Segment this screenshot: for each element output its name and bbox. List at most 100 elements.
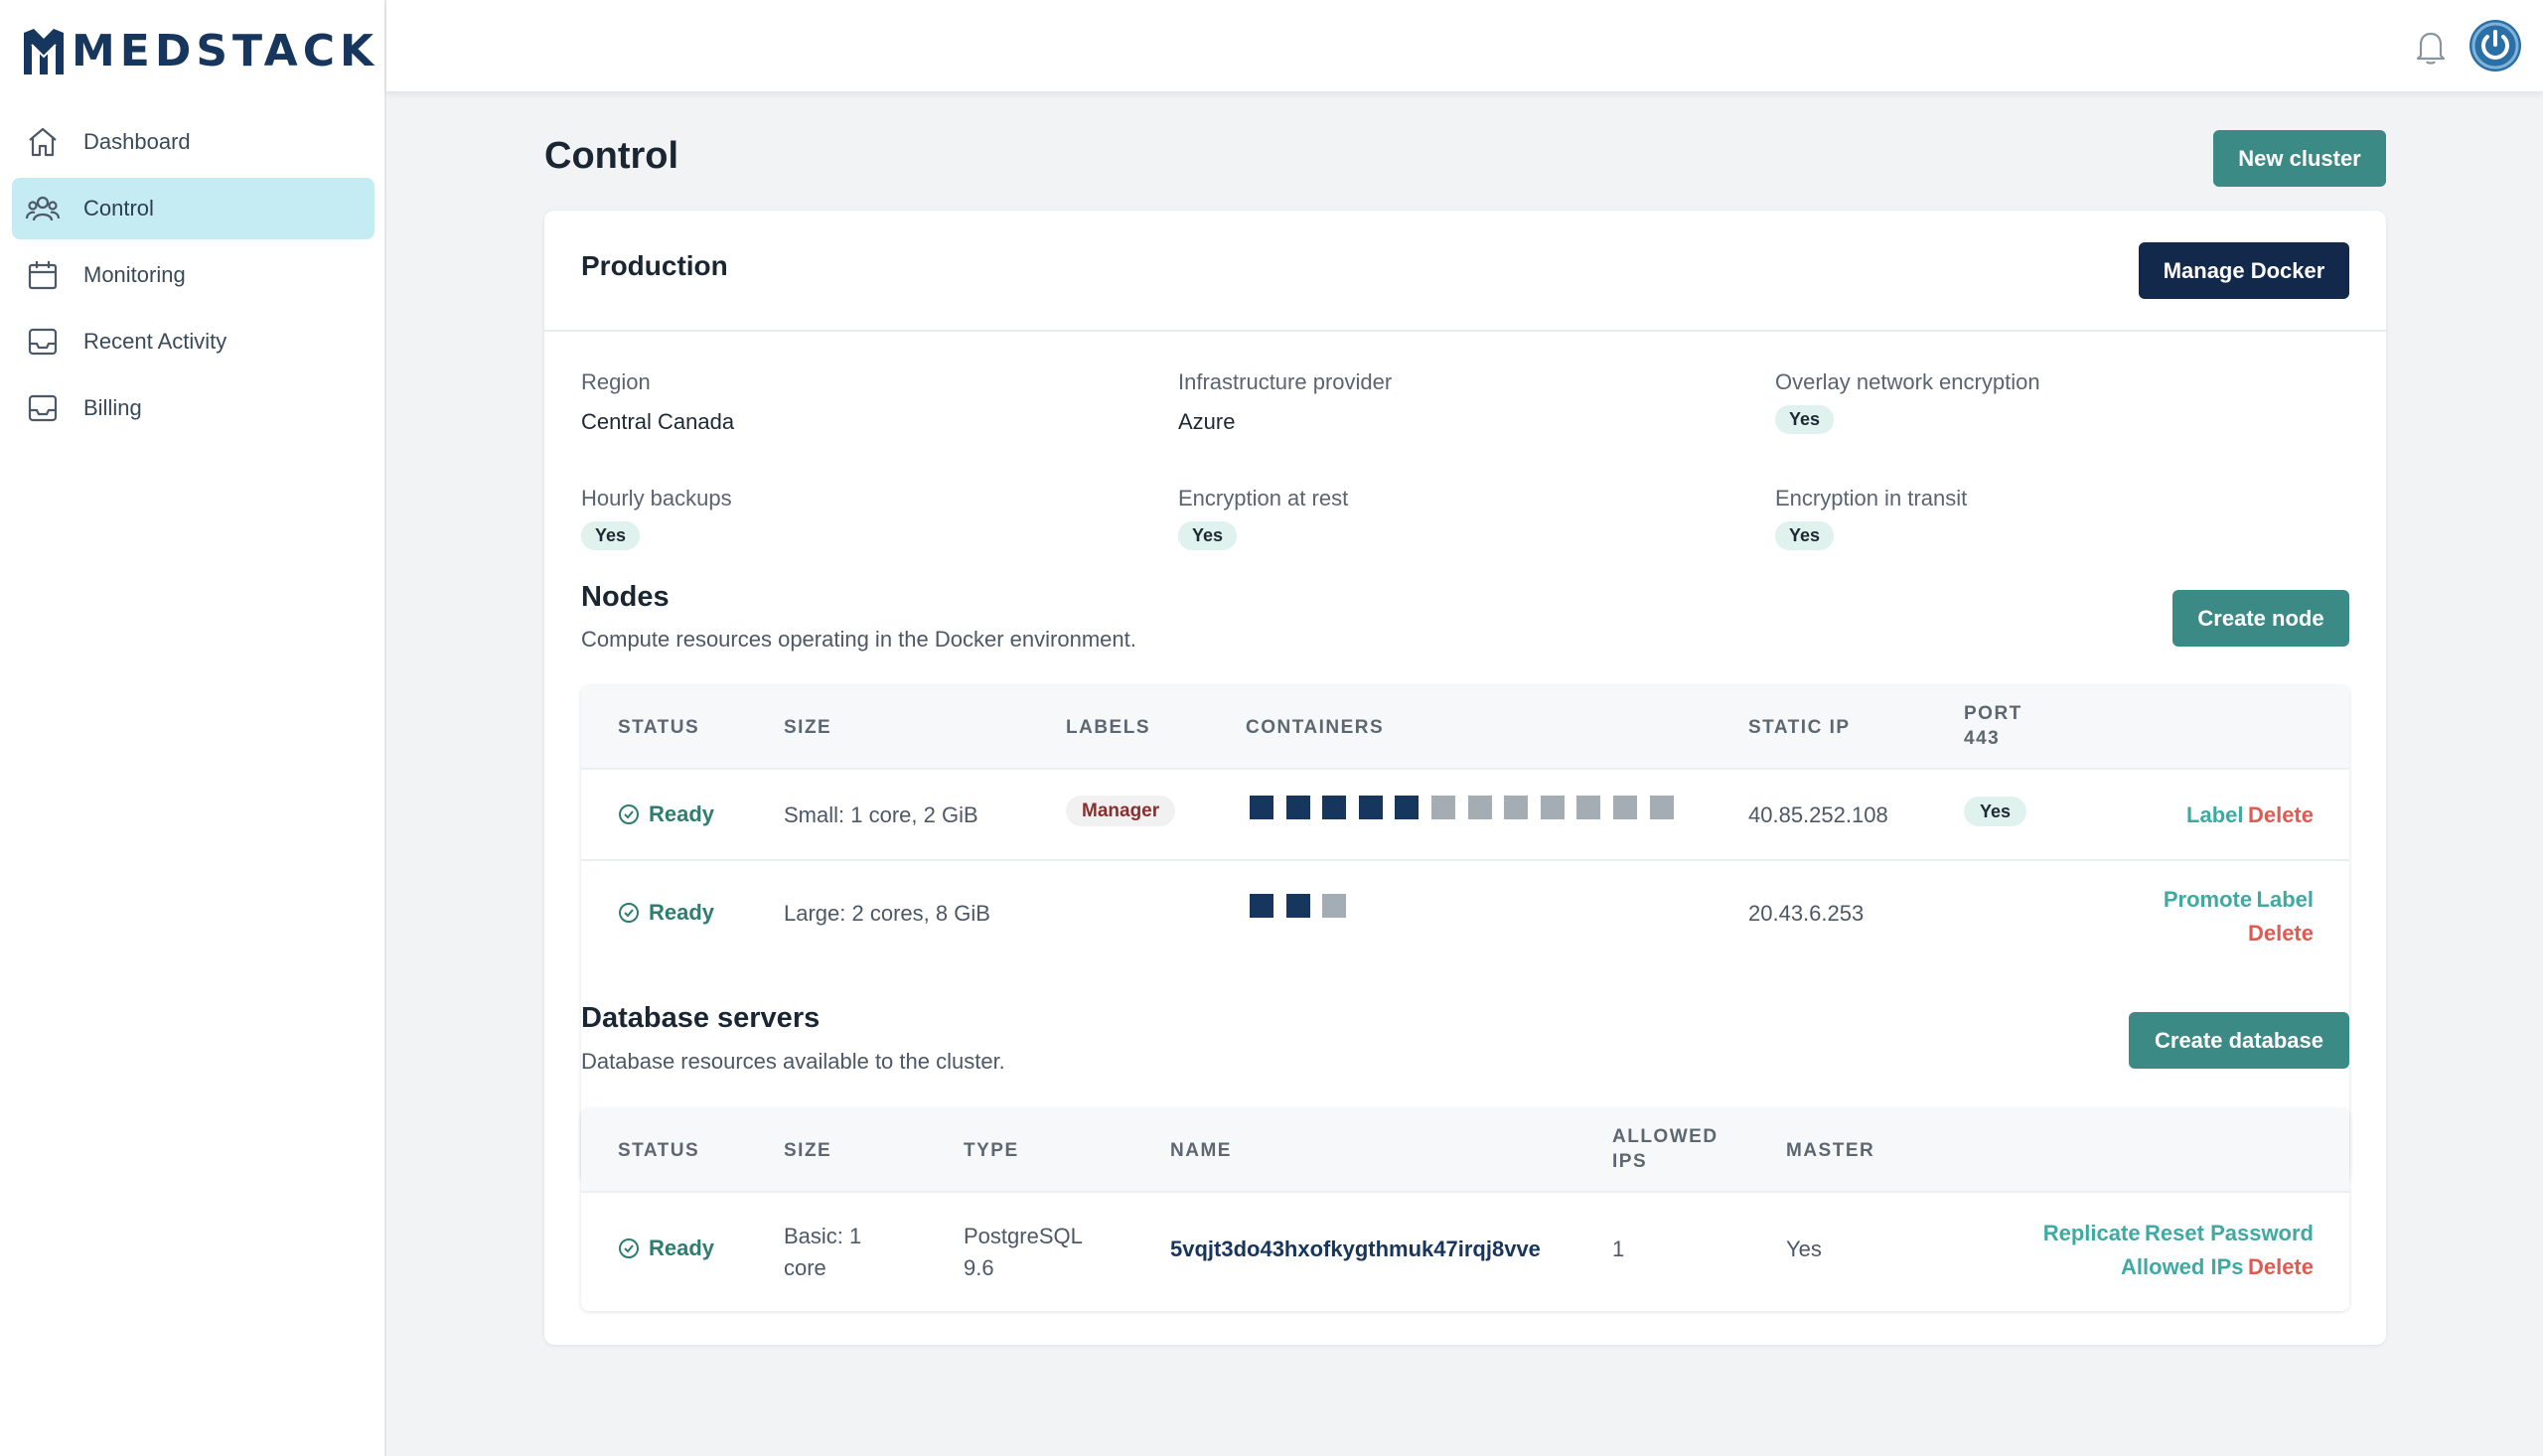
status-ready: Ready <box>618 801 714 827</box>
column-header: SIZE <box>784 1140 832 1161</box>
encryption-in-transit-field: Encryption in transit Yes <box>1775 486 1967 550</box>
container-used <box>1358 796 1383 819</box>
container-used <box>1285 796 1310 819</box>
node-size: Large: 2 cores, 8 GiB <box>784 901 990 926</box>
provider-field: Infrastructure provider Azure <box>1178 369 1392 435</box>
status-text: Ready <box>649 1236 715 1260</box>
users-icon <box>26 196 60 221</box>
nodes-title: Nodes <box>581 581 670 613</box>
containers-indicator <box>1250 894 1359 918</box>
column-header: PORT <box>1964 703 2022 724</box>
column-header: ALLOWED <box>1612 1126 1719 1147</box>
container-free <box>1467 796 1492 819</box>
db-size: Basic: 1 core <box>784 1221 861 1284</box>
node-size: Small: 1 core, 2 GiB <box>784 802 978 827</box>
column-header: NAME <box>1170 1140 1232 1161</box>
label-link[interactable]: Label <box>2186 802 2244 827</box>
sidebar-item-label: Monitoring <box>83 262 186 287</box>
status-badge: Yes <box>1178 521 1238 550</box>
replicate-link[interactable]: Replicate <box>2042 1221 2141 1245</box>
container-used <box>1395 796 1420 819</box>
sidebar-item-label: Control <box>83 196 154 220</box>
brand-logo[interactable]: MEDSTACK <box>22 24 378 77</box>
create-node-button[interactable]: Create node <box>2172 590 2349 647</box>
sidebar-item-monitoring[interactable]: Monitoring <box>12 244 374 306</box>
overlay-encryption-field: Overlay network encryption Yes <box>1775 369 2040 434</box>
column-header: IPS <box>1612 1151 1648 1172</box>
nodes-table: STATUS SIZE LABELS CONTAINERS STATIC IP … <box>581 685 2349 1182</box>
column-header: STATIC IP <box>1748 717 1851 738</box>
power-button[interactable] <box>2469 20 2521 72</box>
field-label: Encryption at rest <box>1178 486 1349 510</box>
row-actions: Label Delete <box>2186 800 2314 833</box>
brand-name: MEDSTACK <box>72 25 379 76</box>
sidebar-item-dashboard[interactable]: Dashboard <box>12 111 374 173</box>
container-used <box>1250 796 1273 819</box>
check-circle-icon <box>619 804 639 824</box>
db-name-link[interactable]: 5vqjt3do43hxofkygthmuk47irqj8vve <box>1170 1237 1541 1261</box>
field-label: Infrastructure provider <box>1178 369 1393 394</box>
status-text: Ready <box>649 801 715 826</box>
manage-docker-button[interactable]: Manage Docker <box>2139 242 2349 299</box>
card-divider <box>544 330 2386 332</box>
region-field: Region Central Canada <box>581 369 734 435</box>
container-free <box>1576 796 1601 819</box>
container-free <box>1430 796 1455 819</box>
db-type: PostgreSQL 9.6 <box>964 1221 1083 1284</box>
hourly-backups-field: Hourly backups Yes <box>581 486 732 550</box>
column-header: STATUS <box>618 1140 700 1161</box>
column-header: MASTER <box>1786 1140 1875 1161</box>
table-row: Ready Small: 1 core, 2 GiB Manager 40.85… <box>581 770 2349 861</box>
new-cluster-button[interactable]: New cluster <box>2213 130 2386 187</box>
sidebar-item-control[interactable]: Control <box>12 178 374 239</box>
sidebar: MEDSTACK Dashboard Control Monitoring <box>0 0 386 1456</box>
container-free <box>1322 894 1347 918</box>
table-header: STATUS SIZE TYPE NAME ALLOWED IPS MASTER <box>581 1108 2349 1193</box>
check-circle-icon <box>619 1238 639 1258</box>
cluster-card: Production Manage Docker Region Central … <box>544 211 2386 1345</box>
allowed-ips-count: 1 <box>1612 1237 1625 1261</box>
sidebar-item-recent-activity[interactable]: Recent Activity <box>12 311 374 372</box>
db-type-line: 9.6 <box>964 1255 994 1280</box>
container-free <box>1504 796 1529 819</box>
sidebar-item-billing[interactable]: Billing <box>12 377 374 439</box>
create-database-button[interactable]: Create database <box>2129 1012 2349 1069</box>
manager-label-badge: Manager <box>1066 796 1176 826</box>
databases-table: STATUS SIZE TYPE NAME ALLOWED IPS MASTER… <box>581 1108 2349 1311</box>
delete-link[interactable]: Delete <box>2247 921 2314 946</box>
databases-subtitle: Database resources available to the clus… <box>581 1049 1005 1074</box>
field-value: Azure <box>1178 409 1236 434</box>
sidebar-item-label: Dashboard <box>83 129 191 154</box>
column-header: SIZE <box>784 717 832 738</box>
reset-password-link[interactable]: Reset Password <box>2145 1221 2314 1245</box>
sidebar-item-label: Billing <box>83 395 142 420</box>
check-circle-icon <box>619 903 639 923</box>
container-free <box>1612 796 1637 819</box>
status-ready: Ready <box>618 1236 714 1261</box>
home-icon <box>29 127 57 157</box>
promote-link[interactable]: Promote <box>2163 887 2253 912</box>
inbox-icon <box>28 394 58 422</box>
table-header: STATUS SIZE LABELS CONTAINERS STATIC IP … <box>581 685 2349 770</box>
bell-icon <box>2416 32 2446 65</box>
cluster-name: Production <box>581 250 728 281</box>
allowed-ips-link[interactable]: Allowed IPs <box>2121 1254 2244 1279</box>
page-title: Control <box>544 135 679 177</box>
inbox-icon <box>28 328 58 356</box>
table-row: Ready Basic: 1 core PostgreSQL 9.6 5vqjt… <box>581 1193 2349 1306</box>
row-actions: Promote Label Delete <box>2164 884 2314 951</box>
containers-indicator <box>1250 796 1686 819</box>
field-label: Overlay network encryption <box>1775 369 2040 394</box>
static-ip: 20.43.6.253 <box>1748 901 1865 926</box>
field-label: Region <box>581 369 651 394</box>
static-ip: 40.85.252.108 <box>1748 802 1888 827</box>
column-header: TYPE <box>964 1140 1019 1161</box>
container-used <box>1285 894 1310 918</box>
delete-link[interactable]: Delete <box>2247 1254 2314 1279</box>
master-value: Yes <box>1786 1237 1822 1261</box>
row-actions: Replicate Reset Password Allowed IPs Del… <box>2043 1218 2314 1285</box>
status-badge: Yes <box>1775 521 1835 550</box>
notifications-button[interactable] <box>2414 28 2448 66</box>
delete-link[interactable]: Delete <box>2247 802 2314 827</box>
label-link[interactable]: Label <box>2256 887 2314 912</box>
